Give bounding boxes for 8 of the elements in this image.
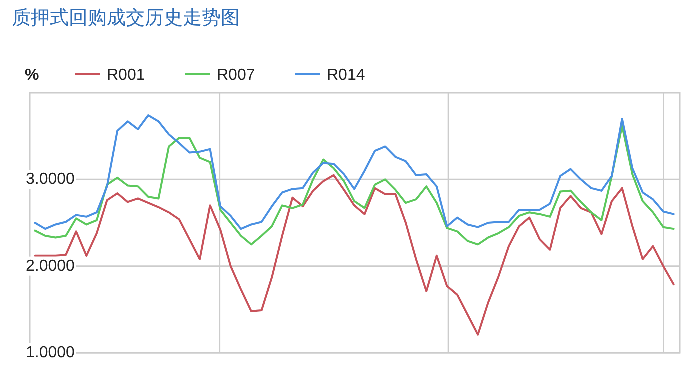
legend-label: R007 (217, 67, 256, 84)
y-tick-label: 3.0000 (26, 171, 76, 188)
y-tick-label: 1.0000 (26, 344, 76, 362)
legend-label: R014 (327, 67, 366, 84)
y-tick-label: 2.0000 (26, 258, 76, 275)
chart-title: 质押式回购成交历史走势图 (12, 7, 240, 29)
y-axis-title: % (25, 67, 40, 84)
legend-label: R001 (107, 67, 146, 84)
